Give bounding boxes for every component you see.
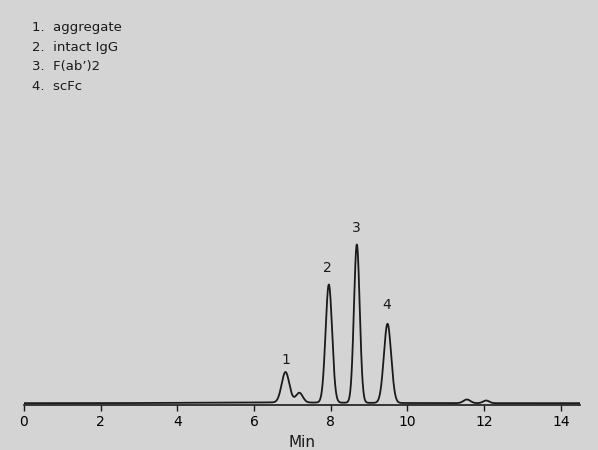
Text: 4: 4 (383, 298, 392, 312)
Text: 3: 3 (352, 221, 361, 235)
Text: 2: 2 (324, 261, 332, 275)
Text: 1.  aggregate
2.  intact IgG
3.  F(ab’)2
4.  scFc: 1. aggregate 2. intact IgG 3. F(ab’)2 4.… (32, 21, 122, 93)
Text: 1: 1 (281, 353, 290, 367)
X-axis label: Min: Min (288, 435, 316, 450)
